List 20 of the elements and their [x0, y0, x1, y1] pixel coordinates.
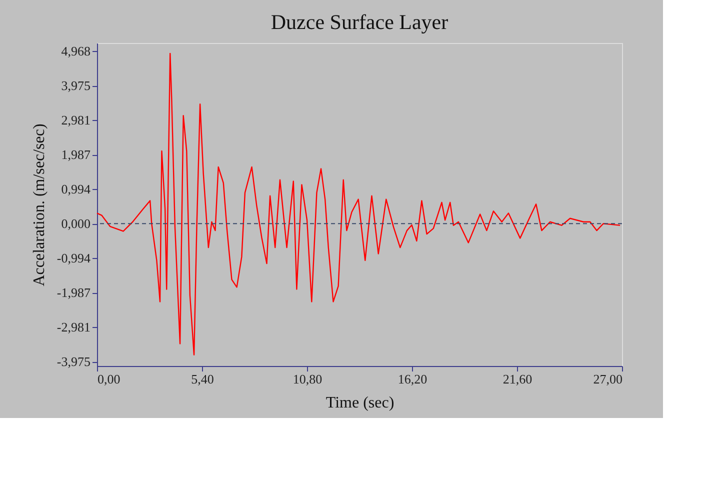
x-tick-label: 5,40: [191, 372, 214, 386]
x-tick-label: 16,20: [398, 372, 428, 386]
y-tick-label: -3,975: [56, 354, 90, 370]
y-tick-label: -1,987: [56, 285, 91, 300]
x-tick-label: 27,00: [593, 372, 622, 386]
y-tick-label: 4,968: [61, 44, 90, 59]
x-tick-label: 0,00: [98, 372, 120, 386]
line-series: [96, 52, 621, 356]
y-tick-label: 3,975: [61, 78, 90, 94]
x-axis-title: Time (sec): [326, 394, 394, 412]
y-tick-label: 0,000: [61, 216, 90, 232]
chart-title: Duzce Surface Layer: [270, 10, 448, 34]
y-axis-title: Accelaration. (m/sec/sec): [30, 124, 48, 286]
y-tick-label: -2,981: [56, 320, 90, 335]
y-tick-label: 2,981: [61, 112, 90, 128]
x-tick-label: 21,60: [502, 372, 532, 386]
y-tick-label: -0,994: [56, 250, 91, 266]
x-tick-label: 10,80: [292, 372, 322, 386]
y-tick-label: 1,987: [61, 147, 91, 162]
y-tick-label: 0,994: [61, 182, 91, 197]
